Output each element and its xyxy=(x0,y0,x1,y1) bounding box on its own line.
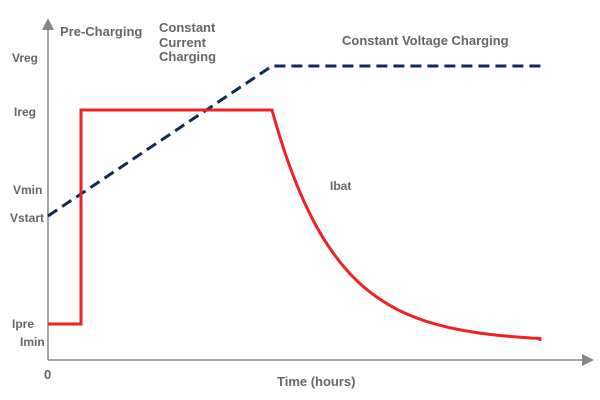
label-ibat: Ibat xyxy=(330,179,351,193)
label-vstart: Vstart xyxy=(10,211,44,225)
phase-pre-charging: Pre-Charging xyxy=(60,24,142,39)
label-vmin: Vmin xyxy=(13,183,42,197)
phase-cc-line3: Charging xyxy=(159,49,216,64)
current-curve xyxy=(48,108,542,341)
label-imin: Imin xyxy=(20,335,45,349)
phase-cc-line2: Current xyxy=(159,35,207,50)
label-vreg: Vreg xyxy=(12,51,38,65)
x-origin-label: 0 xyxy=(44,367,51,382)
phase-cc-line1: Constant xyxy=(159,20,216,35)
phase-constant-voltage: Constant Voltage Charging xyxy=(342,33,509,48)
voltage-curve xyxy=(47,64,542,218)
x-axis-label: Time (hours) xyxy=(277,374,356,389)
label-ireg: Ireg xyxy=(14,105,36,119)
label-ipre: Ipre xyxy=(12,317,34,331)
